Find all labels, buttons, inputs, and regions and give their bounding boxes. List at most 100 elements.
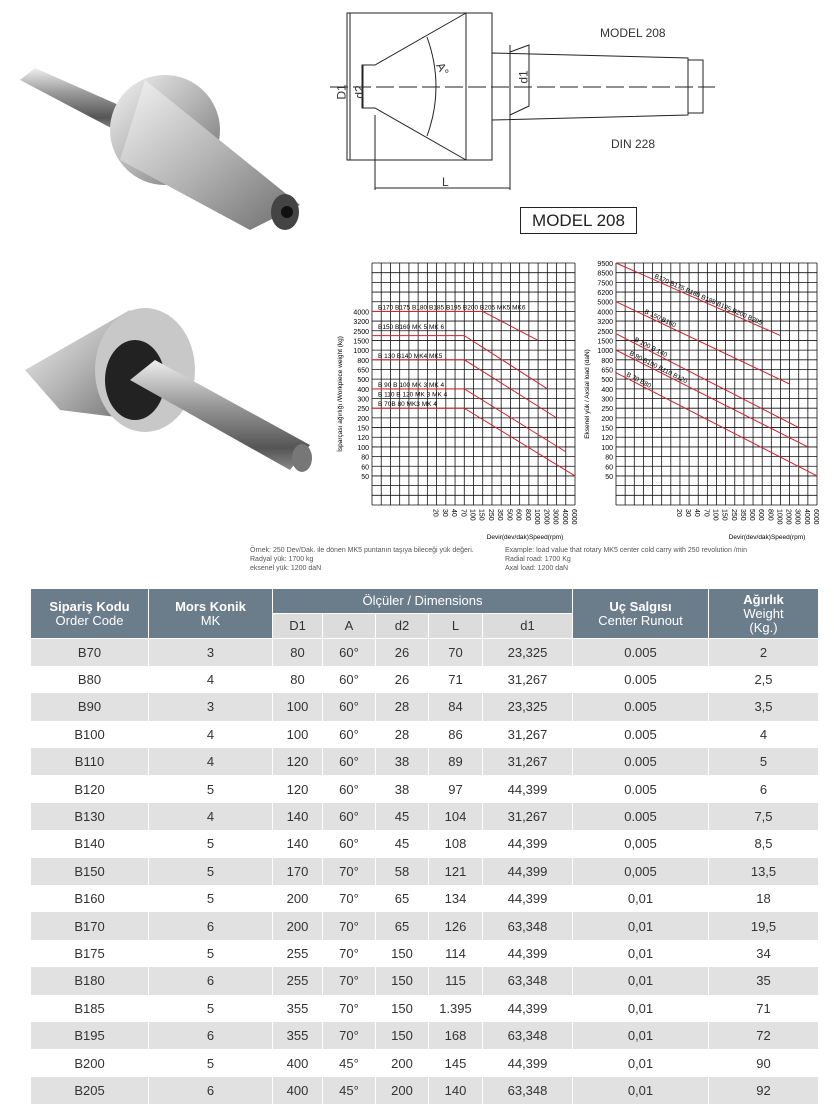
table-cell: 4 bbox=[148, 665, 273, 694]
table-cell: 45° bbox=[322, 1076, 376, 1105]
table-row: B180 6 255 70° 150 115 63,348 0,01 35 bbox=[30, 967, 819, 995]
y-tick-label: 200 bbox=[601, 416, 613, 423]
table-cell: 28 bbox=[375, 693, 429, 721]
table-cell: 5 bbox=[148, 857, 273, 886]
table-cell: 65 bbox=[375, 885, 429, 913]
table-cell: 84 bbox=[428, 693, 483, 721]
table-cell: 86 bbox=[428, 720, 483, 749]
y-axis-label: Eksenel yük / Axsial load (daN) bbox=[584, 349, 591, 439]
series-line bbox=[615, 262, 781, 337]
y-tick-label: 150 bbox=[357, 426, 369, 433]
y-tick-label: 4000 bbox=[597, 309, 613, 316]
table-cell: B160 bbox=[30, 885, 149, 913]
series-label: B 130 B140 MK4 MK5 bbox=[378, 353, 443, 360]
table-cell: 97 bbox=[428, 775, 483, 803]
x-tick-label: 100 bbox=[712, 509, 719, 521]
table-cell: 31,267 bbox=[482, 665, 573, 694]
table-cell: 4 bbox=[148, 802, 273, 831]
series-label: B170 B175 B180 B185 B195 B200 B205 MK5 M… bbox=[378, 304, 526, 311]
din-label: DIN 228 bbox=[611, 137, 656, 151]
series-label: B 110 B 120 MK 3 MK 4 bbox=[378, 392, 448, 399]
series-line bbox=[372, 388, 567, 453]
table-cell: 0.005 bbox=[572, 720, 709, 749]
x-tick-label: 500 bbox=[748, 509, 755, 521]
y-tick-label: 3200 bbox=[353, 319, 369, 326]
y-tick-label: 1000 bbox=[597, 348, 613, 355]
y-tick-label: 2500 bbox=[597, 329, 613, 336]
table-cell: 400 bbox=[272, 1076, 323, 1105]
y-tick-label: 800 bbox=[601, 358, 613, 365]
series-label: B 90 B 100 MK 3 MK 4 bbox=[378, 382, 445, 389]
table-cell: 63,348 bbox=[482, 1076, 573, 1105]
table-cell: 90 bbox=[708, 1049, 819, 1077]
y-tick-label: 250 bbox=[357, 406, 369, 413]
table-cell: 0,005 bbox=[572, 830, 709, 858]
table-row: B80 4 80 60° 26 71 31,267 0.005 2,5 bbox=[30, 665, 819, 694]
x-tick-label: 6000 bbox=[812, 509, 819, 525]
x-tick-label: 4000 bbox=[561, 509, 568, 525]
table-cell: 5 bbox=[708, 748, 819, 776]
x-tick-label: 500 bbox=[505, 509, 512, 521]
table-cell: 0,01 bbox=[572, 967, 709, 995]
table-cell: 355 bbox=[272, 1021, 323, 1050]
table-cell: 120 bbox=[272, 748, 323, 776]
y-tick-label: 500 bbox=[357, 377, 369, 384]
series-line bbox=[372, 407, 576, 477]
header-a: A bbox=[322, 613, 376, 639]
note-line: Radial road: 1700 Kg bbox=[505, 556, 571, 563]
y-tick-label: 150 bbox=[601, 426, 613, 433]
note-line: Radyal yük: 1700 kg bbox=[250, 556, 314, 563]
y-tick-label: 60 bbox=[605, 464, 613, 471]
table-cell: B80 bbox=[30, 665, 149, 694]
table-cell: 38 bbox=[375, 748, 429, 776]
table-row: B150 5 170 70° 58 121 44,399 0,005 13,5 bbox=[30, 857, 819, 886]
dim-d1: d1 bbox=[516, 70, 531, 84]
table-cell: 70° bbox=[322, 912, 376, 940]
table-cell: 44,399 bbox=[482, 830, 573, 858]
workpiece-weight-chart: 20 30 40 70 100 150 250 350 500 600 800 1000 2000 300… bbox=[335, 262, 577, 541]
table-cell: 0.005 bbox=[572, 775, 709, 803]
x-tick-label: 30 bbox=[441, 509, 448, 517]
table-cell: 70° bbox=[322, 967, 376, 995]
technical-drawing bbox=[330, 12, 715, 190]
table-cell: 120 bbox=[272, 775, 323, 803]
table-cell: 5 bbox=[148, 994, 273, 1022]
table-row: B175 5 255 70° 150 114 44,399 0,01 34 bbox=[30, 939, 819, 968]
table-row: B100 4 100 60° 28 86 31,267 0.005 4 bbox=[30, 720, 819, 749]
table-cell: 58 bbox=[375, 857, 429, 886]
y-tick-label: 50 bbox=[605, 474, 613, 481]
table-cell: 3 bbox=[148, 638, 273, 666]
table-cell: 23,325 bbox=[482, 638, 573, 666]
y-tick-label: 500 bbox=[601, 377, 613, 384]
table-cell: 72 bbox=[708, 1021, 819, 1050]
table-cell: 126 bbox=[428, 912, 483, 940]
header-d1: d1 bbox=[482, 613, 573, 639]
x-tick-label: 2000 bbox=[542, 509, 549, 525]
table-cell: 70° bbox=[322, 1021, 376, 1050]
y-tick-label: 650 bbox=[601, 367, 613, 374]
table-row: B70 3 80 60° 26 70 23,325 0.005 2 bbox=[30, 638, 819, 666]
x-tick-label: 1000 bbox=[775, 509, 782, 525]
x-tick-label: 20 bbox=[675, 509, 682, 517]
table-cell: 6 bbox=[148, 1021, 273, 1050]
y-tick-label: 8500 bbox=[597, 271, 613, 278]
table-cell: 80 bbox=[272, 638, 323, 666]
y-tick-label: 1000 bbox=[353, 348, 369, 355]
x-tick-label: 100 bbox=[469, 509, 476, 521]
table-cell: B150 bbox=[30, 857, 149, 886]
table-row: B90 3 100 60° 28 84 23,325 0.005 3,5 bbox=[30, 693, 819, 721]
table-cell: 44,399 bbox=[482, 994, 573, 1022]
y-tick-label: 120 bbox=[601, 435, 613, 442]
note-line: Axal load: 1200 daN bbox=[505, 565, 569, 572]
live-center-photo-back bbox=[25, 308, 312, 472]
table-cell: 18 bbox=[708, 885, 819, 913]
header-d2: d2 bbox=[375, 613, 429, 639]
table-cell: 400 bbox=[272, 1049, 323, 1077]
table-cell: 100 bbox=[272, 693, 323, 721]
table-cell: B200 bbox=[30, 1049, 149, 1077]
table-cell: 140 bbox=[428, 1076, 483, 1105]
table-cell: B170 bbox=[30, 912, 149, 940]
x-tick-label: 1000 bbox=[533, 509, 540, 525]
y-tick-label: 1500 bbox=[597, 338, 613, 345]
table-cell: 255 bbox=[272, 967, 323, 995]
